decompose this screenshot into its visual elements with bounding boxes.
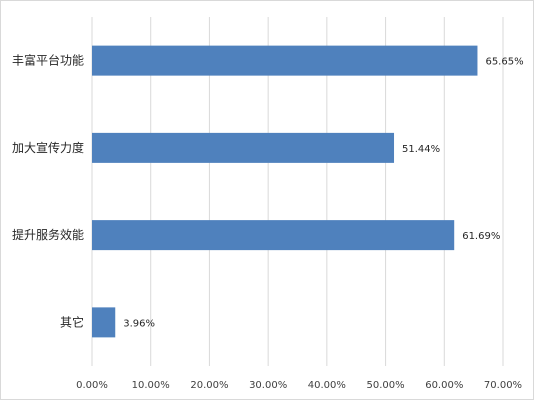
x-tick-label: 30.00% <box>249 380 287 391</box>
x-tick-label: 40.00% <box>308 380 346 391</box>
x-tick-label: 10.00% <box>132 380 170 391</box>
bars <box>92 45 478 338</box>
x-tick-label: 60.00% <box>425 380 463 391</box>
bar <box>92 45 478 76</box>
category-label: 丰富平台功能 <box>12 53 84 68</box>
category-label: 加大宣传力度 <box>12 140 84 155</box>
data-label: 3.96% <box>123 318 155 329</box>
x-tick-labels: 0.00% 10.00% 20.00% 30.00% 40.00% 50.00% 60.00… <box>76 380 522 391</box>
x-tick-label: 0.00% <box>76 380 108 391</box>
data-label: 61.69% <box>462 231 500 242</box>
bar <box>92 220 455 251</box>
bar <box>92 307 116 338</box>
x-tick-label: 20.00% <box>190 380 228 391</box>
x-tick-label: 70.00% <box>484 380 522 391</box>
data-label: 65.65% <box>485 57 523 68</box>
x-tick-label: 50.00% <box>367 380 405 391</box>
data-label: 51.44% <box>402 144 440 155</box>
bar <box>92 132 395 163</box>
data-labels: 65.65% 51.44% 61.69% 3.96% <box>123 57 523 330</box>
category-label: 提升服务效能 <box>12 227 84 242</box>
category-label: 其它 <box>60 314 84 329</box>
